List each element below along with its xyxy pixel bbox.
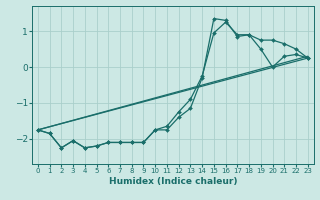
X-axis label: Humidex (Indice chaleur): Humidex (Indice chaleur) — [108, 177, 237, 186]
